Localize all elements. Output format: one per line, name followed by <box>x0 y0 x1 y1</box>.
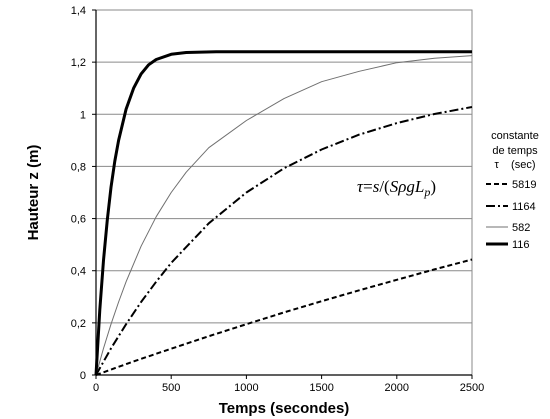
formula-tau: τ <box>357 177 364 196</box>
x-tick-label: 2500 <box>460 382 484 394</box>
legend-label-5819: 5819 <box>512 179 536 191</box>
y-tick-label: 0,2 <box>71 318 86 330</box>
x-axis-title: Temps (secondes) <box>219 400 350 417</box>
formula-s: s <box>373 177 380 196</box>
formula-subscript: p <box>423 185 430 199</box>
x-tick-label: 2000 <box>385 382 409 394</box>
legend-label-582: 582 <box>512 222 530 234</box>
legend-title-line-3: τ (sec) <box>494 159 535 171</box>
x-tick-label: 1500 <box>309 382 333 394</box>
legend: constante de temps τ (sec) 5819 1164 582 11… <box>486 130 539 251</box>
x-tick-label: 1000 <box>234 382 258 394</box>
formula-annotation: τ=s/(SρgLp) <box>357 177 436 199</box>
y-tick-label: 0,4 <box>71 266 86 278</box>
y-tick-label: 0,8 <box>71 161 86 173</box>
formula-close: ) <box>430 177 436 196</box>
y-tick-label: 1,4 <box>71 5 86 17</box>
formula-denominator: SρgL <box>390 177 425 196</box>
legend-label-1164: 1164 <box>512 201 536 213</box>
series-layer <box>94 50 473 376</box>
y-tick-label: 1,2 <box>71 57 86 69</box>
x-tick-label: 0 <box>93 382 99 394</box>
series-line-582 <box>95 55 473 376</box>
y-tick-label: 1 <box>80 109 86 121</box>
legend-items: 5819 1164 582 116 <box>486 179 536 251</box>
grid-lines <box>96 9 472 324</box>
y-tick-labels: 0 0,2 0,4 0,6 0,8 1 1,2 1,4 <box>71 5 96 382</box>
legend-title-line-1: constante <box>491 130 539 142</box>
axes <box>95 10 472 376</box>
y-tick-label: 0,6 <box>71 214 86 226</box>
formula-open: /( <box>379 177 390 196</box>
x-tick-label: 500 <box>162 382 180 394</box>
x-tick-labels: 0 500 1000 1500 2000 2500 <box>93 375 484 394</box>
series-line-5819 <box>95 258 473 376</box>
series-line-116 <box>94 50 472 376</box>
y-axis-title: Hauteur z (m) <box>25 145 42 241</box>
legend-title-line-2: de temps <box>492 145 538 157</box>
formula-equals: = <box>363 177 373 196</box>
legend-label-116: 116 <box>512 239 530 251</box>
y-tick-label: 0 <box>80 370 86 382</box>
series-line-1164 <box>95 106 473 376</box>
